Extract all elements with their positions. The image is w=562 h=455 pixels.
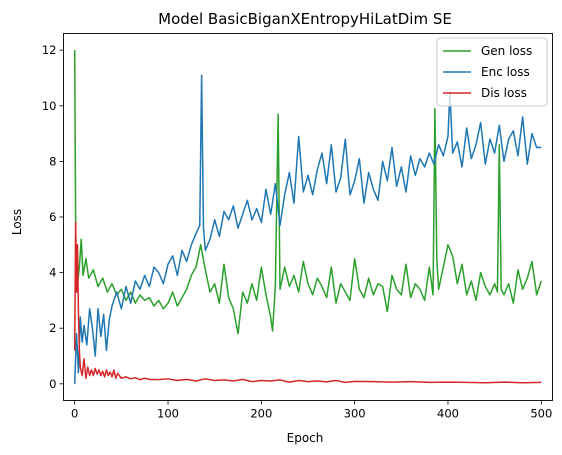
x-tick-label: 0 xyxy=(71,407,78,421)
y-tick-label: 0 xyxy=(49,377,56,391)
legend-label: Enc loss xyxy=(481,65,530,79)
series-line-enc-loss xyxy=(73,74,542,384)
legend: Gen loss Enc loss Dis loss xyxy=(436,37,548,107)
y-tick-label: 4 xyxy=(49,266,56,280)
chart-title: Model BasicBiganXEntropyHiLatDim SE xyxy=(158,10,452,28)
legend-label: Dis loss xyxy=(481,86,527,100)
y-tick-label: 12 xyxy=(42,43,57,57)
y-axis: 0 2 4 6 8 10 12 xyxy=(42,43,64,391)
legend-box xyxy=(436,37,548,107)
legend-label: Gen loss xyxy=(481,44,532,58)
x-tick-label: 300 xyxy=(344,407,366,421)
plot-frame xyxy=(63,33,553,401)
x-tick-label: 400 xyxy=(437,407,459,421)
plot-area xyxy=(73,50,543,384)
x-axis-label: Epoch xyxy=(287,431,324,445)
series-line-dis-loss xyxy=(73,221,542,384)
x-tick-label: 100 xyxy=(157,407,179,421)
x-tick-label: 500 xyxy=(530,407,552,421)
x-tick-label: 200 xyxy=(250,407,272,421)
x-axis: 0 100 200 300 400 500 xyxy=(71,400,552,421)
y-axis-label: Loss xyxy=(10,209,24,235)
y-tick-label: 10 xyxy=(42,99,57,113)
series-line-gen-loss xyxy=(73,50,543,335)
y-tick-label: 8 xyxy=(49,154,56,168)
y-tick-label: 6 xyxy=(49,210,56,224)
y-tick-label: 2 xyxy=(49,321,56,335)
